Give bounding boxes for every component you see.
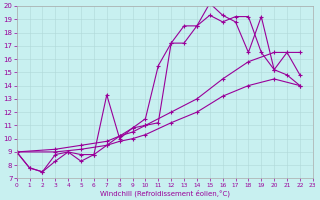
X-axis label: Windchill (Refroidissement éolien,°C): Windchill (Refroidissement éolien,°C) [100,189,230,197]
